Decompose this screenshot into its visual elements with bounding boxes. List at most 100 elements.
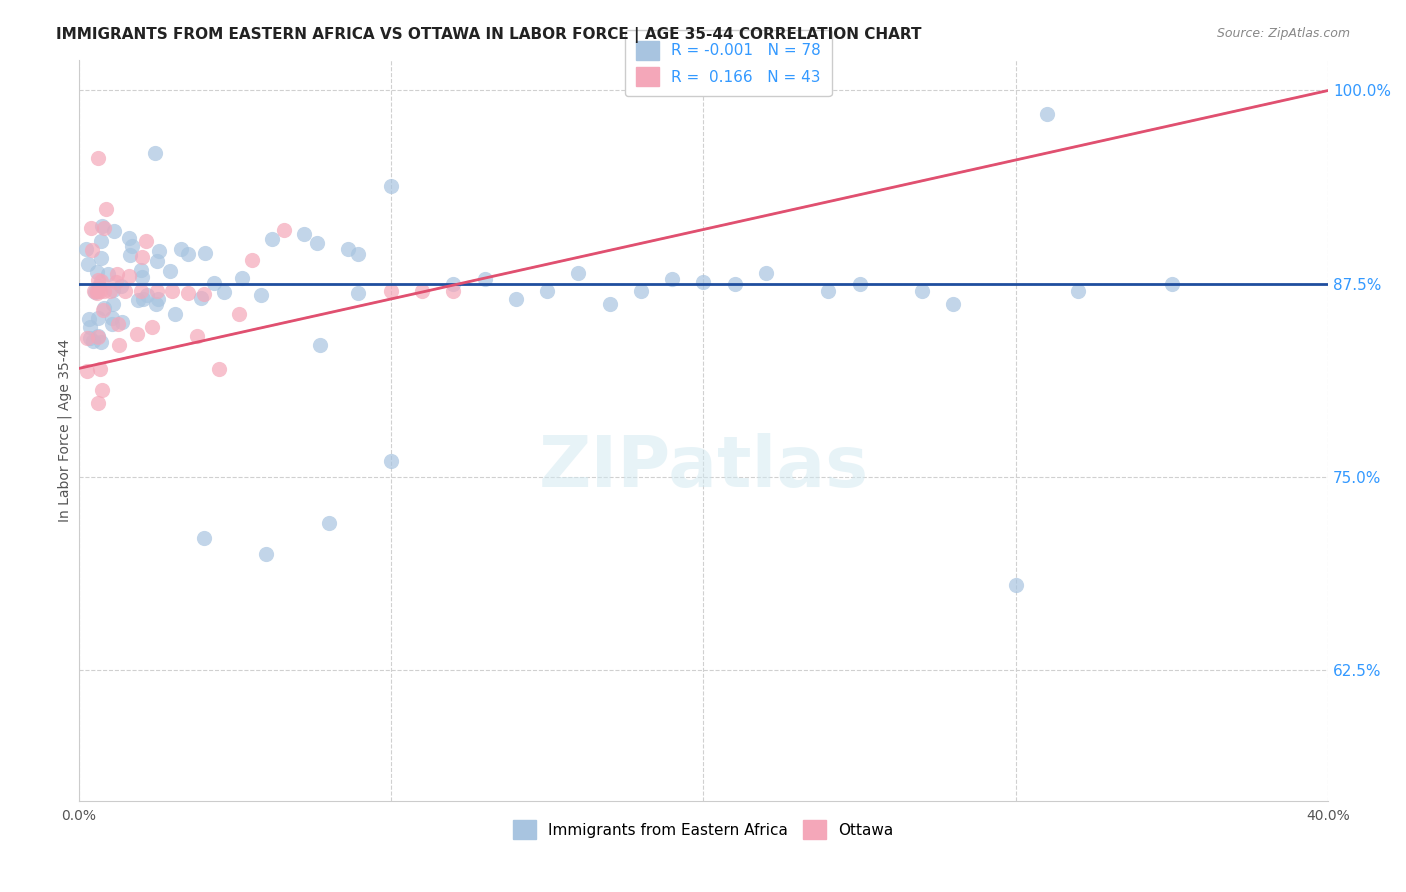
Point [146,292,169,306]
Point [145,297,167,311]
Point [911,285,934,299]
Point [97,267,120,281]
Point [90,334,112,349]
Point [1004,577,1026,591]
Text: Source: ZipAtlas.com: Source: ZipAtlas.com [1216,27,1350,40]
Point [127,293,149,307]
Point [346,286,368,301]
Point [84,285,107,299]
Point [86,286,108,301]
Point [141,320,163,334]
Point [89,362,111,376]
Point [90,251,112,265]
Point [202,276,225,290]
Point [536,285,558,299]
Point [129,263,152,277]
Point [231,271,253,285]
Point [193,287,215,301]
Point [105,275,128,289]
Point [755,266,778,280]
Point [118,231,141,245]
Point [87,151,110,165]
Point [273,223,295,237]
Point [194,245,217,260]
Point [942,296,965,310]
Point [120,248,142,262]
Point [599,296,621,310]
Point [103,223,125,237]
Point [177,285,200,300]
Point [380,454,402,468]
Point [240,253,263,268]
Point [101,317,124,331]
Point [110,316,132,330]
Point [443,285,465,299]
Point [145,285,167,299]
Point [100,311,122,326]
Point [87,328,110,343]
Point [76,364,98,378]
Point [380,179,402,194]
Point [170,242,193,256]
Point [121,239,143,253]
Point [118,269,141,284]
Point [105,268,128,282]
Point [83,285,105,299]
Point [817,285,839,299]
Point [411,285,433,299]
Point [661,272,683,286]
Point [127,327,149,342]
Point [380,285,402,299]
Point [347,247,370,261]
Point [163,307,186,321]
Point [89,278,111,293]
Point [159,264,181,278]
Point [114,285,136,299]
Point [93,285,115,299]
Text: ZIPatlas: ZIPatlas [538,433,869,502]
Point [307,236,329,251]
Text: IMMIGRANTS FROM EASTERN AFRICA VS OTTAWA IN LABOR FORCE | AGE 35-44 CORRELATION : IMMIGRANTS FROM EASTERN AFRICA VS OTTAWA… [56,27,922,43]
Point [98,285,121,299]
Point [249,287,271,301]
Point [177,246,200,260]
Point [193,532,215,546]
Point [90,274,112,288]
Point [443,277,465,291]
Point [79,331,101,345]
Point [93,301,115,315]
Point [337,242,360,256]
Point [82,243,104,257]
Point [103,284,125,298]
Point [86,396,108,410]
Point [86,273,108,287]
Point [89,285,111,299]
Point [474,272,496,286]
Point [505,292,527,306]
Point [110,279,132,293]
Point [190,291,212,305]
Point [135,234,157,248]
Point [129,285,152,299]
Point [148,244,170,259]
Point [86,285,108,299]
Y-axis label: In Labor Force | Age 35-44: In Labor Force | Age 35-44 [58,339,72,522]
Point [292,227,315,242]
Point [162,285,184,299]
Point [79,320,101,334]
Point [91,302,114,317]
Point [108,338,131,352]
Point [76,331,98,345]
Point [1036,106,1059,120]
Point [214,285,236,299]
Point [186,329,208,343]
Point [76,257,98,271]
Point [77,312,100,326]
Text: 40.0%: 40.0% [1306,809,1350,822]
Point [143,146,166,161]
Point [1161,277,1184,291]
Point [630,285,652,299]
Point [103,297,125,311]
Legend: Immigrants from Eastern Africa, Ottawa: Immigrants from Eastern Africa, Ottawa [508,814,900,845]
Point [76,242,98,256]
